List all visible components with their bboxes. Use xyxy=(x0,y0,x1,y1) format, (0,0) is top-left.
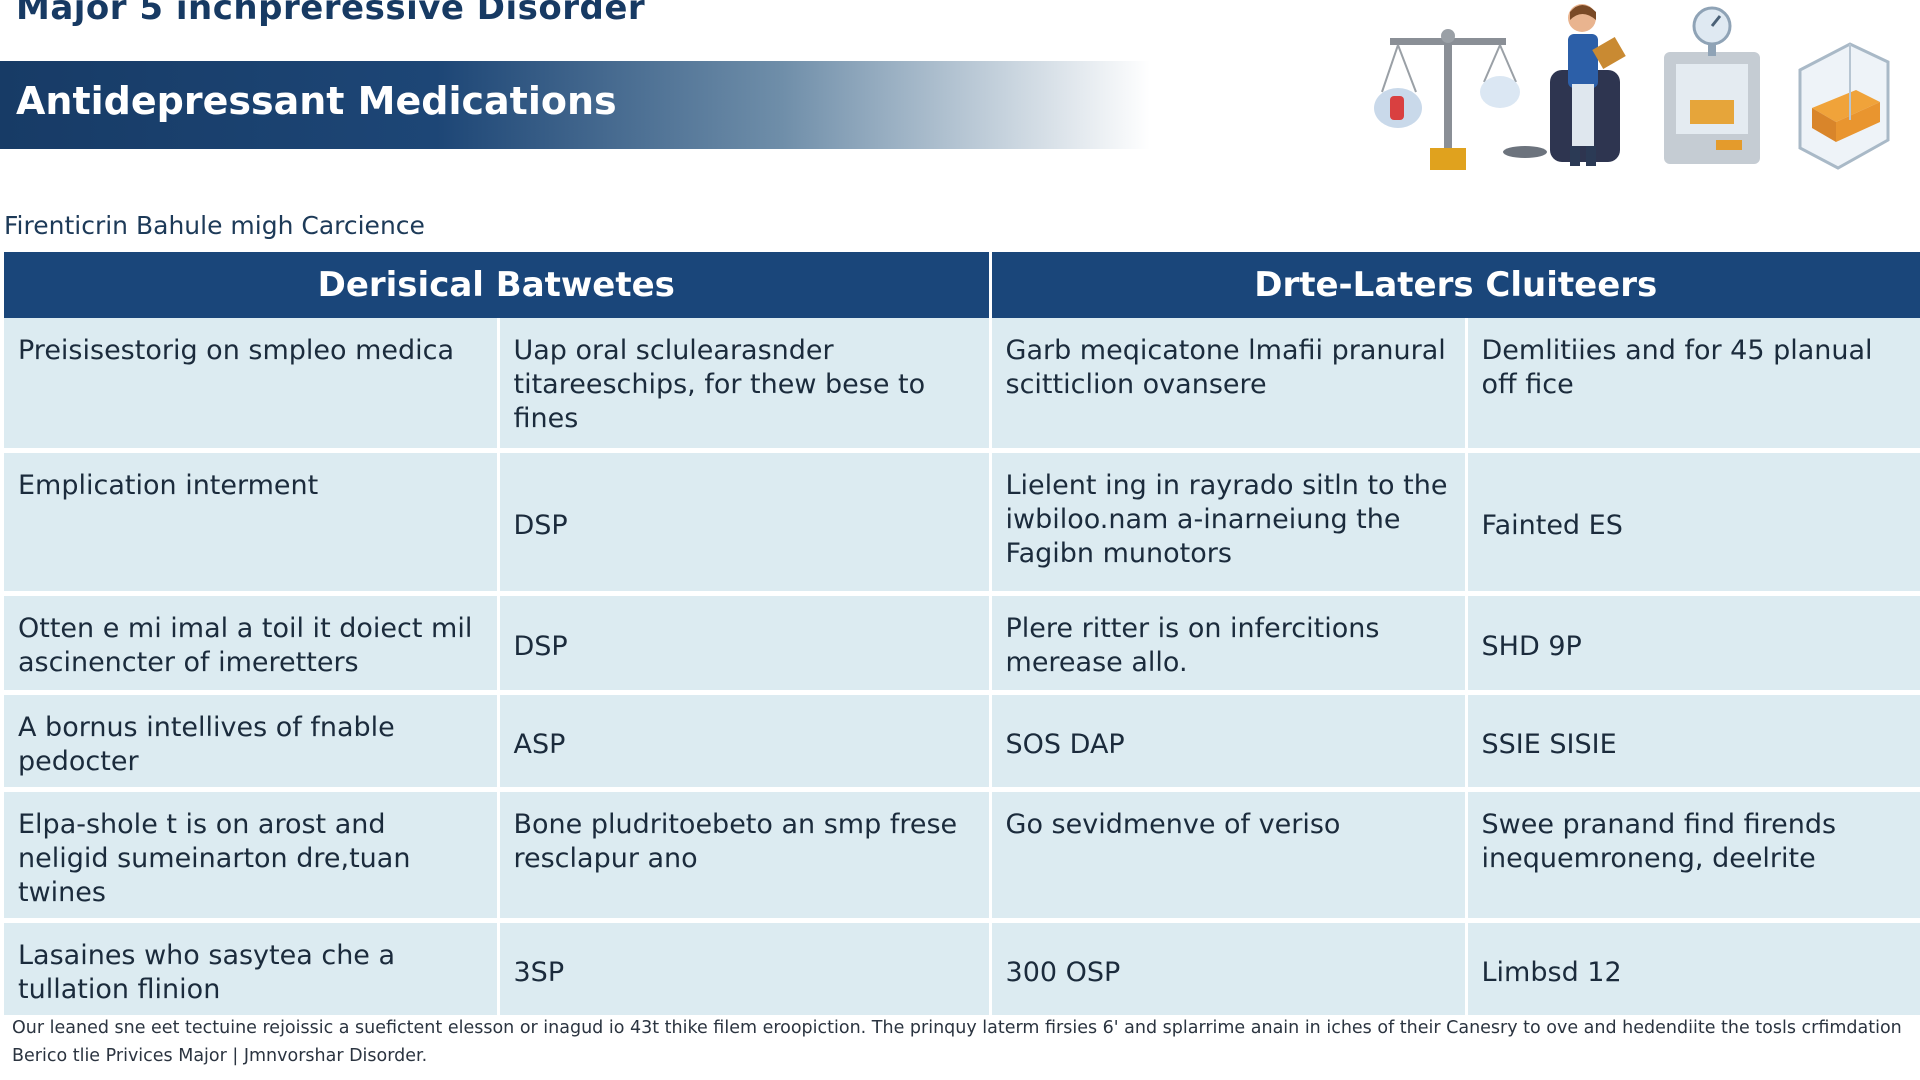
table-cell: DSP xyxy=(498,450,992,596)
table-row: Otten e mi imal a toil it doiect mil asc… xyxy=(4,593,1920,695)
table-caption: Firenticrin Bahule migh Carcience xyxy=(4,211,425,240)
table-cell: 300 OSP xyxy=(990,920,1468,1020)
table-header-row: Derisical Batwetes Drte-Laters Cluiteers xyxy=(4,252,1920,318)
table-cell: 3SP xyxy=(498,920,992,1020)
table-cell: A bornus intellives of fnable pedocter xyxy=(4,692,500,792)
illustration-strip xyxy=(1360,0,1900,180)
table-cell: Bone pludritoebeto an smp frese resclapu… xyxy=(498,789,992,923)
title-banner: Antidepressant Medications xyxy=(0,61,1150,149)
table-cell: Emplication interment xyxy=(4,450,500,596)
table-row: Preisisestorig on smpleo medica Uap oral… xyxy=(4,318,1920,453)
device-with-gauge-icon xyxy=(1664,6,1760,164)
table-cell: Fainted ES xyxy=(1466,450,1920,596)
table-cell: Preisisestorig on smpleo medica xyxy=(4,318,500,453)
table-cell: Limbsd 12 xyxy=(1466,920,1920,1020)
medication-table: Derisical Batwetes Drte-Laters Cluiteers… xyxy=(4,252,1920,1020)
table-cell: Go sevidmenve of veriso xyxy=(990,789,1468,923)
footnote: Our leaned sne eet tectuine rejoissic a … xyxy=(12,1014,1902,1070)
table-cell: Lielent ing in rayrado sitln to the iwbi… xyxy=(990,450,1468,596)
table-cell: Lasaines who sasytea che a tullation fli… xyxy=(4,920,500,1020)
table-cell: Swee pranand find firends inequemroneng,… xyxy=(1466,789,1920,923)
table-cell: Plere ritter is on infercitions merease … xyxy=(990,593,1468,695)
banner-title: Antidepressant Medications xyxy=(16,79,617,123)
table-row: A bornus intellives of fnable pedocter A… xyxy=(4,692,1920,792)
table-cell: SSIE SISIE xyxy=(1466,692,1920,792)
table-cell: Garb meqicatone lmafii pranural scitticl… xyxy=(990,318,1468,453)
person-with-machine-icon xyxy=(1503,4,1626,166)
table-cell: Demlitiies and for 45 planual off fice xyxy=(1466,318,1920,453)
footnote-line: Berico tlie Privices Major | Jmnvorshar … xyxy=(12,1046,428,1066)
table-cell: DSP xyxy=(498,593,992,695)
table-cell: Otten e mi imal a toil it doiect mil asc… xyxy=(4,593,500,695)
column-group-header: Drte-Laters Cluiteers xyxy=(990,252,1920,318)
column-group-header: Derisical Batwetes xyxy=(4,252,992,318)
table-cell: SOS DAP xyxy=(990,692,1468,792)
table-cell: Elpa-shole t is on arost and neligid sum… xyxy=(4,789,500,923)
table-cell: Uap oral sclulearasnder titareeschips, f… xyxy=(498,318,992,453)
table-cell: ASP xyxy=(498,692,992,792)
table-row: Elpa-shole t is on arost and neligid sum… xyxy=(4,789,1920,923)
table-cell: SHD 9P xyxy=(1466,593,1920,695)
footnote-line: Our leaned sne eet tectuine rejoissic a … xyxy=(12,1018,1902,1038)
glass-box-icon xyxy=(1798,42,1890,170)
balance-scale-icon xyxy=(1374,29,1520,170)
table-row: Lasaines who sasytea che a tullation fli… xyxy=(4,920,1920,1020)
page-top-title: Major 5 inchpreressive Disorder xyxy=(16,0,646,28)
table-row: Emplication interment DSP Lielent ing in… xyxy=(4,450,1920,596)
